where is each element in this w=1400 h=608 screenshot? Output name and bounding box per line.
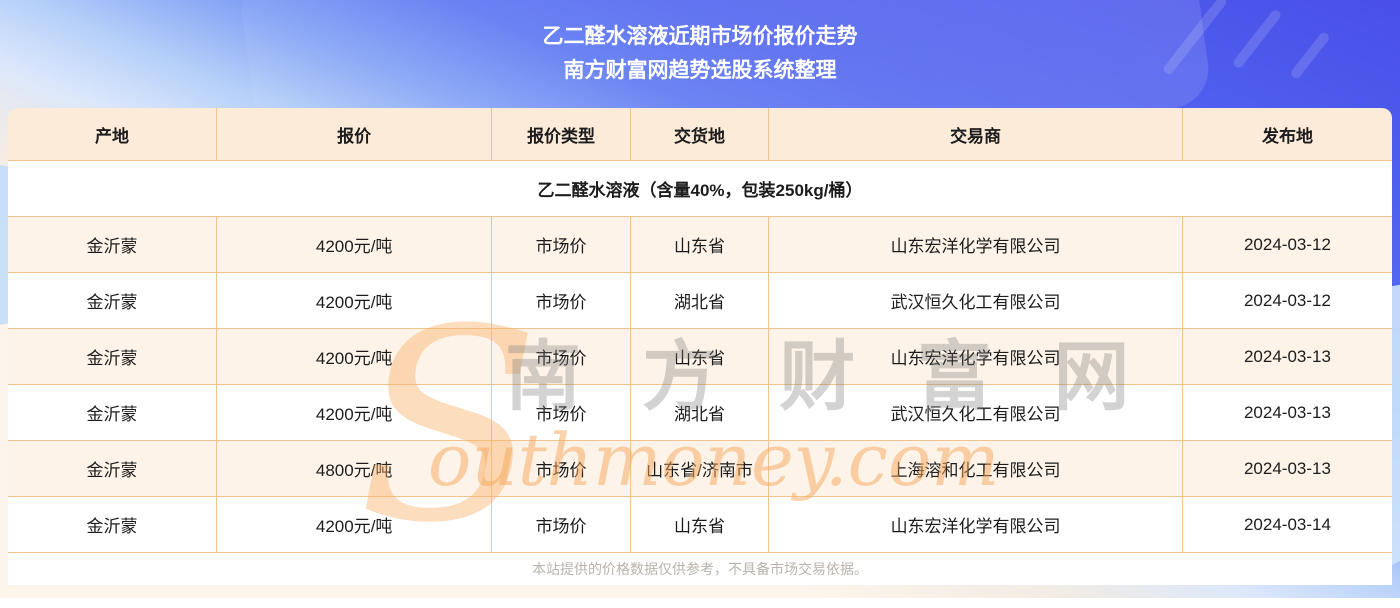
- cell-price: 4800元/吨: [217, 441, 493, 496]
- column-header-delivery: 交货地: [631, 108, 770, 160]
- column-header-price: 报价: [217, 108, 493, 160]
- cell-price-type: 市场价: [492, 273, 631, 328]
- cell-date: 2024-03-13: [1243, 458, 1331, 478]
- table-header-row: 产地 报价 报价类型 交货地 交易商 发布地: [8, 108, 1392, 161]
- cell-trader: 武汉恒久化工有限公司: [769, 385, 1183, 440]
- cell-price-type: 市场价: [492, 385, 631, 440]
- cell-origin: 金沂蒙: [8, 441, 217, 496]
- column-header-origin: 产地: [8, 108, 217, 160]
- table-row: 金沂蒙 4200元/吨 市场价 山东省 山东宏洋化学有限公司 2024-03-1…: [8, 497, 1392, 553]
- cell-price: 4200元/吨: [217, 217, 493, 272]
- cell-trader: 山东宏洋化学有限公司: [769, 497, 1183, 552]
- cell-price-type: 市场价: [492, 329, 631, 384]
- cell-trader: 山东宏洋化学有限公司: [769, 217, 1183, 272]
- cell-date: 2024-03-14: [1243, 514, 1331, 534]
- table-row: 金沂蒙 4200元/吨 市场价 湖北省 武汉恒久化工有限公司 2024-03-1…: [8, 385, 1392, 441]
- cell-delivery: 山东省: [631, 217, 770, 272]
- price-table: 产地 报价 报价类型 交货地 交易商 发布地 乙二醛水溶液（含量40%，包装25…: [8, 108, 1392, 585]
- cell-trader: 武汉恒久化工有限公司: [769, 273, 1183, 328]
- cell-origin: 金沂蒙: [8, 385, 217, 440]
- table-row: 金沂蒙 4200元/吨 市场价 湖北省 武汉恒久化工有限公司 2024-03-1…: [8, 273, 1392, 329]
- table-row: 金沂蒙 4800元/吨 市场价 山东省/济南市 上海溶和化工有限公司 2024-…: [8, 441, 1392, 497]
- page-subtitle: 南方财富网趋势选股系统整理: [563, 59, 837, 82]
- cell-delivery: 湖北省: [631, 273, 770, 328]
- table-row: 金沂蒙 4200元/吨 市场价 山东省 山东宏洋化学有限公司 2024-03-1…: [8, 217, 1392, 273]
- cell-trader: 山东宏洋化学有限公司: [769, 329, 1183, 384]
- cell-trader: 上海溶和化工有限公司: [769, 441, 1183, 496]
- cell-date: 2024-03-13: [1243, 346, 1331, 366]
- cell-price-type: 市场价: [492, 217, 631, 272]
- cell-delivery: 山东省: [631, 497, 770, 552]
- column-header-publish-date: 发布地: [1261, 126, 1313, 146]
- column-header-trader: 交易商: [769, 108, 1183, 160]
- cell-price: 4200元/吨: [217, 385, 493, 440]
- cell-price: 4200元/吨: [217, 329, 493, 384]
- cell-origin: 金沂蒙: [8, 497, 217, 552]
- page-title: 乙二醛水溶液近期市场价报价走势: [542, 25, 858, 48]
- cell-origin: 金沂蒙: [8, 273, 217, 328]
- cell-date: 2024-03-13: [1243, 402, 1331, 422]
- cell-origin: 金沂蒙: [8, 329, 217, 384]
- column-header-price-type: 报价类型: [492, 108, 631, 160]
- cell-date: 2024-03-12: [1243, 290, 1331, 310]
- cell-price: 4200元/吨: [217, 273, 493, 328]
- cell-origin: 金沂蒙: [8, 217, 217, 272]
- cell-delivery: 山东省: [631, 329, 770, 384]
- disclaimer-row: 本站提供的价格数据仅供参考，不具备市场交易依据。: [8, 553, 1392, 585]
- cell-price-type: 市场价: [492, 497, 631, 552]
- page-title-block: 乙二醛水溶液近期市场价报价走势 南方财富网趋势选股系统整理: [0, 20, 1400, 88]
- cell-date: 2024-03-12: [1243, 234, 1331, 254]
- product-header-row: 乙二醛水溶液（含量40%，包装250kg/桶）: [8, 161, 1392, 217]
- cell-price: 4200元/吨: [217, 497, 493, 552]
- cell-delivery: 山东省/济南市: [631, 441, 770, 496]
- cell-delivery: 湖北省: [631, 385, 770, 440]
- cell-price-type: 市场价: [492, 441, 631, 496]
- table-row: 金沂蒙 4200元/吨 市场价 山东省 山东宏洋化学有限公司 2024-03-1…: [8, 329, 1392, 385]
